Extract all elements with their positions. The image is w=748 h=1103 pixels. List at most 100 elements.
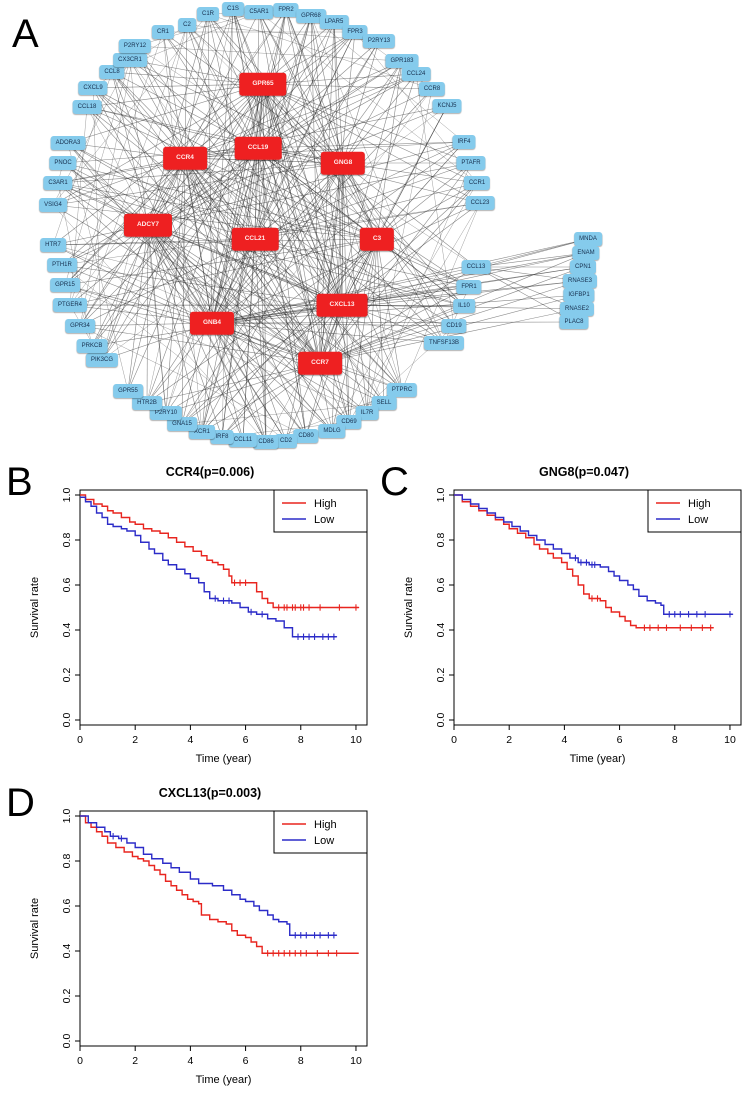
- network-node-CCR4: CCR4: [163, 146, 207, 170]
- panel-label-b: B: [6, 460, 33, 504]
- chart-title-cxcl13: CXCL13(p=0.003): [158, 786, 262, 800]
- network-node-ADCY7: ADCY7: [123, 213, 173, 237]
- y-tick-label: 0.4: [435, 623, 447, 638]
- network-node-CCL11: CCL11: [228, 433, 258, 447]
- x-tick-label: 2: [132, 1055, 138, 1067]
- y-tick-label: 0.0: [435, 713, 447, 728]
- y-tick-label: 0.2: [61, 989, 73, 1004]
- panel-b-survival: B CCR4(p=0.006) 0 2 4 6 8 10 0.0 0.2 0.4 0.6 0.8 1.…: [6, 462, 390, 784]
- network-node-C1S: C1S: [222, 2, 244, 16]
- x-tick-label: 10: [350, 734, 362, 746]
- network-node-CCL24: CCL24: [401, 67, 431, 81]
- panel-d-survival: D CXCL13(p=0.003) 0 2 4 6 8 10 0.0 0.2 0.4 0.6 0.8…: [6, 783, 390, 1103]
- km-curve-high: [454, 494, 714, 629]
- network-node-FPR3: FPR3: [342, 25, 368, 39]
- y-tick-label: 1.0: [61, 488, 73, 503]
- plot-box: [453, 489, 742, 726]
- y-tick-label: 1.0: [61, 809, 73, 824]
- network-node-RNASE2: RNASE2: [559, 302, 595, 316]
- network-node-CCL18: CCL18: [72, 100, 102, 114]
- network-node-CXCL9: CXCL9: [78, 81, 108, 95]
- x-tick-label: 8: [298, 734, 304, 746]
- x-tick-label: 6: [243, 1055, 249, 1067]
- km-curve-high: [80, 494, 359, 609]
- y-tick-label: 0.6: [61, 578, 73, 593]
- y-tick-label: 0.2: [435, 668, 447, 683]
- network-node-PTGER4: PTGER4: [52, 298, 88, 312]
- network-node-CCL13: CCL13: [461, 260, 491, 274]
- y-tick-label: 0.4: [61, 944, 73, 959]
- network-node-HTR2B: HTR2B: [132, 396, 162, 410]
- y-axis-title: Survival rate: [29, 898, 41, 959]
- y-tick-label: 0.6: [61, 899, 73, 914]
- network-node-GPR15: GPR15: [50, 278, 80, 292]
- x-tick-label: 4: [187, 1055, 193, 1067]
- network-node-PIK3CG: PIK3CG: [85, 353, 119, 367]
- x-tick-label: 10: [724, 734, 736, 746]
- plot-box: [79, 489, 368, 726]
- network-node-CCL23: CCL23: [465, 196, 495, 210]
- network-node-CCR1: CCR1: [463, 176, 491, 190]
- network-node-PTPRC: PTPRC: [386, 383, 418, 397]
- plot-box: [79, 810, 368, 1047]
- x-tick-label: 8: [672, 734, 678, 746]
- network-node-CCL21: CCL21: [231, 227, 279, 251]
- network-node-PRKCB: PRKCB: [76, 339, 108, 353]
- x-tick-label: 6: [617, 734, 623, 746]
- y-tick-label: 1.0: [435, 488, 447, 503]
- chart-title-ccr4: CCR4(p=0.006): [165, 465, 255, 479]
- x-tick-label: 2: [506, 734, 512, 746]
- network-node-FPR2: FPR2: [273, 3, 299, 17]
- panel-label-d: D: [6, 781, 35, 825]
- chart-title-gng8: GNG8(p=0.047): [539, 465, 629, 479]
- network-node-PNOC: PNOC: [49, 156, 77, 170]
- y-axis-title: Survival rate: [29, 577, 41, 638]
- network-node-GNB4: GNB4: [189, 311, 235, 335]
- network-node-PTH1R: PTH1R: [47, 258, 77, 272]
- y-tick-label: 0.2: [61, 668, 73, 683]
- network-node-CPN1: CPN1: [569, 260, 597, 274]
- network-node-HTR7: HTR7: [40, 238, 66, 252]
- km-curve-low: [80, 496, 337, 638]
- x-axis-title: Time (year): [570, 753, 626, 765]
- x-tick-label: 0: [77, 1055, 83, 1067]
- network-node-P2RY13: P2RY13: [362, 34, 396, 48]
- network-node-MDLG: MDLG: [318, 424, 346, 438]
- network-node-CX3CR1: CX3CR1: [113, 53, 147, 67]
- network-node-PTAFR: PTAFR: [456, 156, 486, 170]
- y-tick-label: 0.0: [61, 713, 73, 728]
- y-axis-title: Survival rate: [403, 577, 415, 638]
- network-node-RNASE3: RNASE3: [562, 274, 598, 288]
- km-chart-cxcl13: 0 2 4 6 8 10 0.0 0.2 0.4 0.6 0.8 1.0 Time (year) Surv…: [29, 809, 368, 1086]
- x-axis-title: Time (year): [196, 753, 252, 765]
- network-node-P2RY12: P2RY12: [118, 39, 152, 53]
- legend-box: [273, 489, 368, 533]
- network-node-ADORA3: ADORA3: [50, 136, 86, 150]
- x-tick-label: 4: [187, 734, 193, 746]
- network-node-CD2: CD2: [274, 434, 298, 448]
- y-tick-label: 0.0: [61, 1034, 73, 1049]
- x-tick-label: 2: [132, 734, 138, 746]
- km-chart-gng8: 0 2 4 6 8 10 0.0 0.2 0.4 0.6 0.8 1.0 Time (year) Surv…: [403, 488, 742, 765]
- legend-label-low: Low: [314, 514, 334, 526]
- legend-box: [647, 489, 742, 533]
- network-node-LPAR5: LPAR5: [319, 15, 349, 29]
- km-chart-ccr4: 0 2 4 6 8 10 0.0 0.2 0.4 0.6 0.8 1.0 Time (year) Surv…: [29, 488, 368, 765]
- y-tick-label: 0.8: [61, 854, 73, 869]
- y-tick-label: 0.8: [61, 533, 73, 548]
- network-node-VSIG4: VSIG4: [39, 198, 67, 212]
- network-node-IRF8: IRF8: [210, 430, 234, 444]
- network-edges-layer: [52, 8, 589, 443]
- network-node-CCR8: CCR8: [418, 82, 446, 96]
- network-node-IRF4: IRF4: [452, 135, 476, 149]
- y-tick-label: 0.4: [61, 623, 73, 638]
- network-node-MNDA: MNDA: [574, 232, 602, 246]
- x-tick-label: 0: [77, 734, 83, 746]
- network-node-CCR7: CCR7: [298, 351, 342, 375]
- network-node-C3: C3: [359, 227, 395, 251]
- x-tick-label: 10: [350, 1055, 362, 1067]
- x-tick-label: 8: [298, 1055, 304, 1067]
- network-node-ENAM: ENAM: [572, 246, 600, 260]
- x-axis-title: Time (year): [196, 1074, 252, 1086]
